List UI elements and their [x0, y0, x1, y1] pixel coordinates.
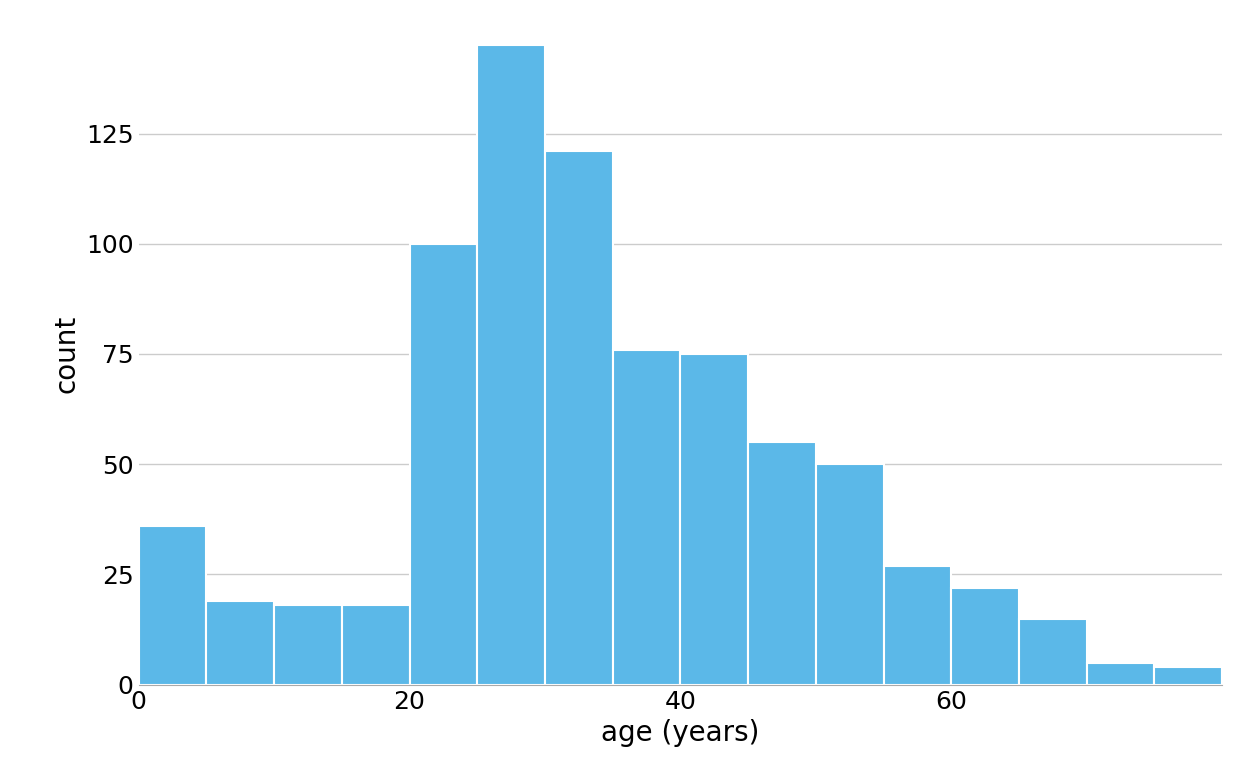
Bar	[139, 526, 207, 685]
Bar	[207, 601, 275, 685]
Bar	[1086, 663, 1154, 685]
Bar	[1222, 667, 1260, 685]
Y-axis label: count: count	[53, 315, 81, 393]
Bar	[883, 566, 951, 685]
Bar	[341, 605, 410, 685]
Bar	[680, 354, 748, 685]
Bar	[1019, 619, 1086, 685]
Bar	[612, 349, 680, 685]
Bar	[1154, 667, 1222, 685]
Bar	[748, 442, 816, 685]
Bar	[410, 244, 478, 685]
Bar	[816, 464, 883, 685]
Bar	[275, 605, 341, 685]
Bar	[546, 151, 612, 685]
Bar	[478, 45, 546, 685]
Bar	[951, 587, 1019, 685]
X-axis label: age (years): age (years)	[601, 719, 760, 747]
